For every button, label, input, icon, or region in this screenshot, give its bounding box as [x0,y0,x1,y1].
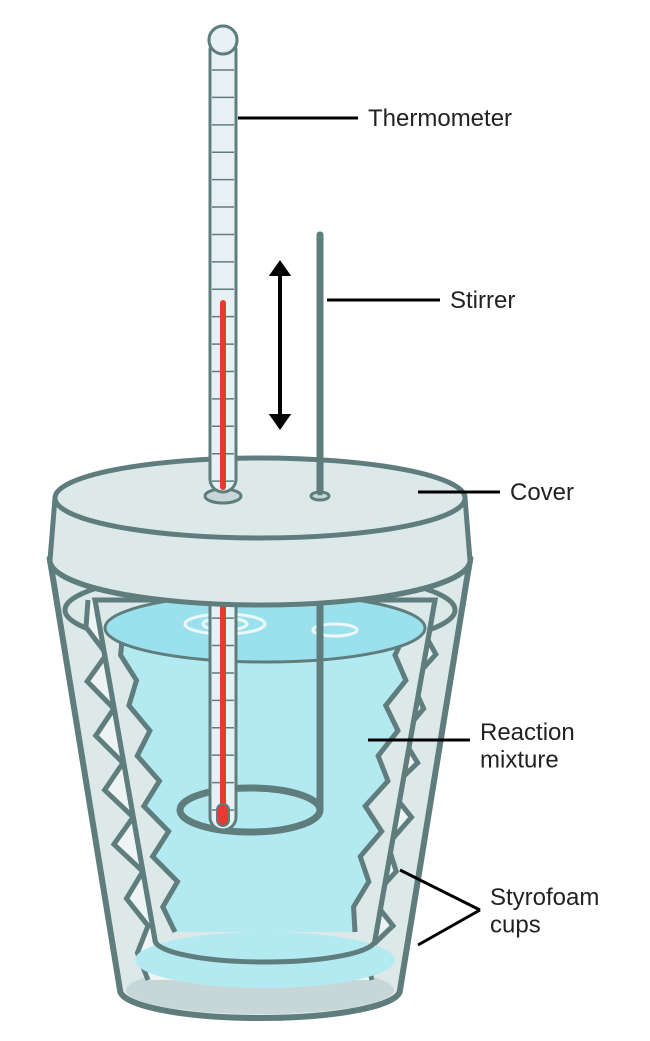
label-styrofoam-cups: Styrofoamcups [490,884,599,939]
motion-arrow-head-down [269,414,291,430]
thermometer-bulb [217,804,229,826]
thermometer-top-bulb-upper [209,26,237,54]
motion-arrow-head-up [269,260,291,276]
label-cover: Cover [510,479,574,506]
styrofoam-leader-b [418,910,480,945]
thermometer-mercury-upper [220,300,226,490]
label-stirrer: Stirrer [450,287,515,314]
label-thermometer: Thermometer [368,105,512,132]
cover-top [55,458,465,538]
label-reaction-mixture: Reactionmixture [480,719,575,774]
